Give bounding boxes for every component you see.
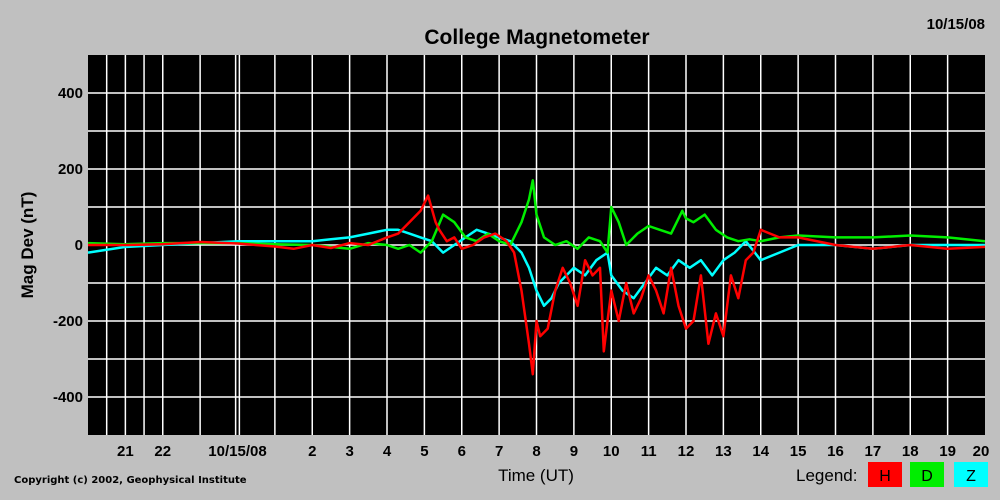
y-tick-label: 200 bbox=[58, 161, 83, 178]
legend-label-Z: Z bbox=[966, 468, 976, 485]
x-tick-label: 20 bbox=[973, 443, 990, 460]
x-tick-label: 7 bbox=[495, 443, 503, 460]
x-tick-label: 13 bbox=[715, 443, 732, 460]
x-tick-label: 2 bbox=[308, 443, 316, 460]
legend-label-D: D bbox=[921, 468, 933, 485]
x-tick-label: 18 bbox=[902, 443, 919, 460]
x-tick-label: 14 bbox=[752, 443, 769, 460]
x-tick-label: 4 bbox=[383, 443, 392, 460]
legend-label-H: H bbox=[879, 468, 891, 485]
legend-swatch-H bbox=[868, 462, 902, 487]
y-tick-label: 0 bbox=[75, 237, 83, 254]
x-tick-label: 11 bbox=[641, 443, 657, 460]
y-axis-ticks: 400 200 0 -200 -400 bbox=[53, 85, 83, 406]
chart-title: College Magnetometer bbox=[424, 26, 649, 49]
legend-swatch-D bbox=[910, 462, 944, 487]
x-tick-label: 22 bbox=[154, 443, 171, 460]
x-tick-label: 10 bbox=[603, 443, 620, 460]
x-tick-label: 12 bbox=[678, 443, 695, 460]
x-tick-label: 17 bbox=[865, 443, 882, 460]
series-layer bbox=[87, 179, 986, 376]
y-tick-label: 400 bbox=[58, 85, 83, 102]
legend-swatch-Z bbox=[954, 462, 988, 487]
chart-date: 10/15/08 bbox=[927, 16, 985, 33]
x-tick-label: 8 bbox=[532, 443, 540, 460]
legend-title: Legend: bbox=[796, 466, 857, 485]
x-tick-label: 19 bbox=[939, 443, 956, 460]
x-axis-ticks: 21 22 10/15/08 2 3 4 5 6 7 8 9 10 11 12 13 14 15 16 17 18 19… bbox=[117, 443, 989, 460]
x-tick-label: 5 bbox=[420, 443, 428, 460]
y-tick-label: -400 bbox=[53, 389, 83, 406]
x-tick-label: 15 bbox=[790, 443, 807, 460]
y-tick-label: -200 bbox=[53, 313, 83, 330]
x-tick-label: 6 bbox=[458, 443, 466, 460]
x-axis-label: Time (UT) bbox=[498, 466, 574, 485]
x-tick-label: 16 bbox=[827, 443, 844, 460]
copyright-text: Copyright (c) 2002, Geophysical Institut… bbox=[14, 475, 247, 486]
y-axis-label: Mag Dev (nT) bbox=[18, 192, 37, 299]
x-tick-label: 10/15/08 bbox=[208, 443, 266, 460]
x-tick-label: 21 bbox=[117, 443, 134, 460]
x-tick-label: 3 bbox=[345, 443, 353, 460]
x-tick-label: 9 bbox=[570, 443, 578, 460]
series-H-line bbox=[88, 194, 986, 376]
